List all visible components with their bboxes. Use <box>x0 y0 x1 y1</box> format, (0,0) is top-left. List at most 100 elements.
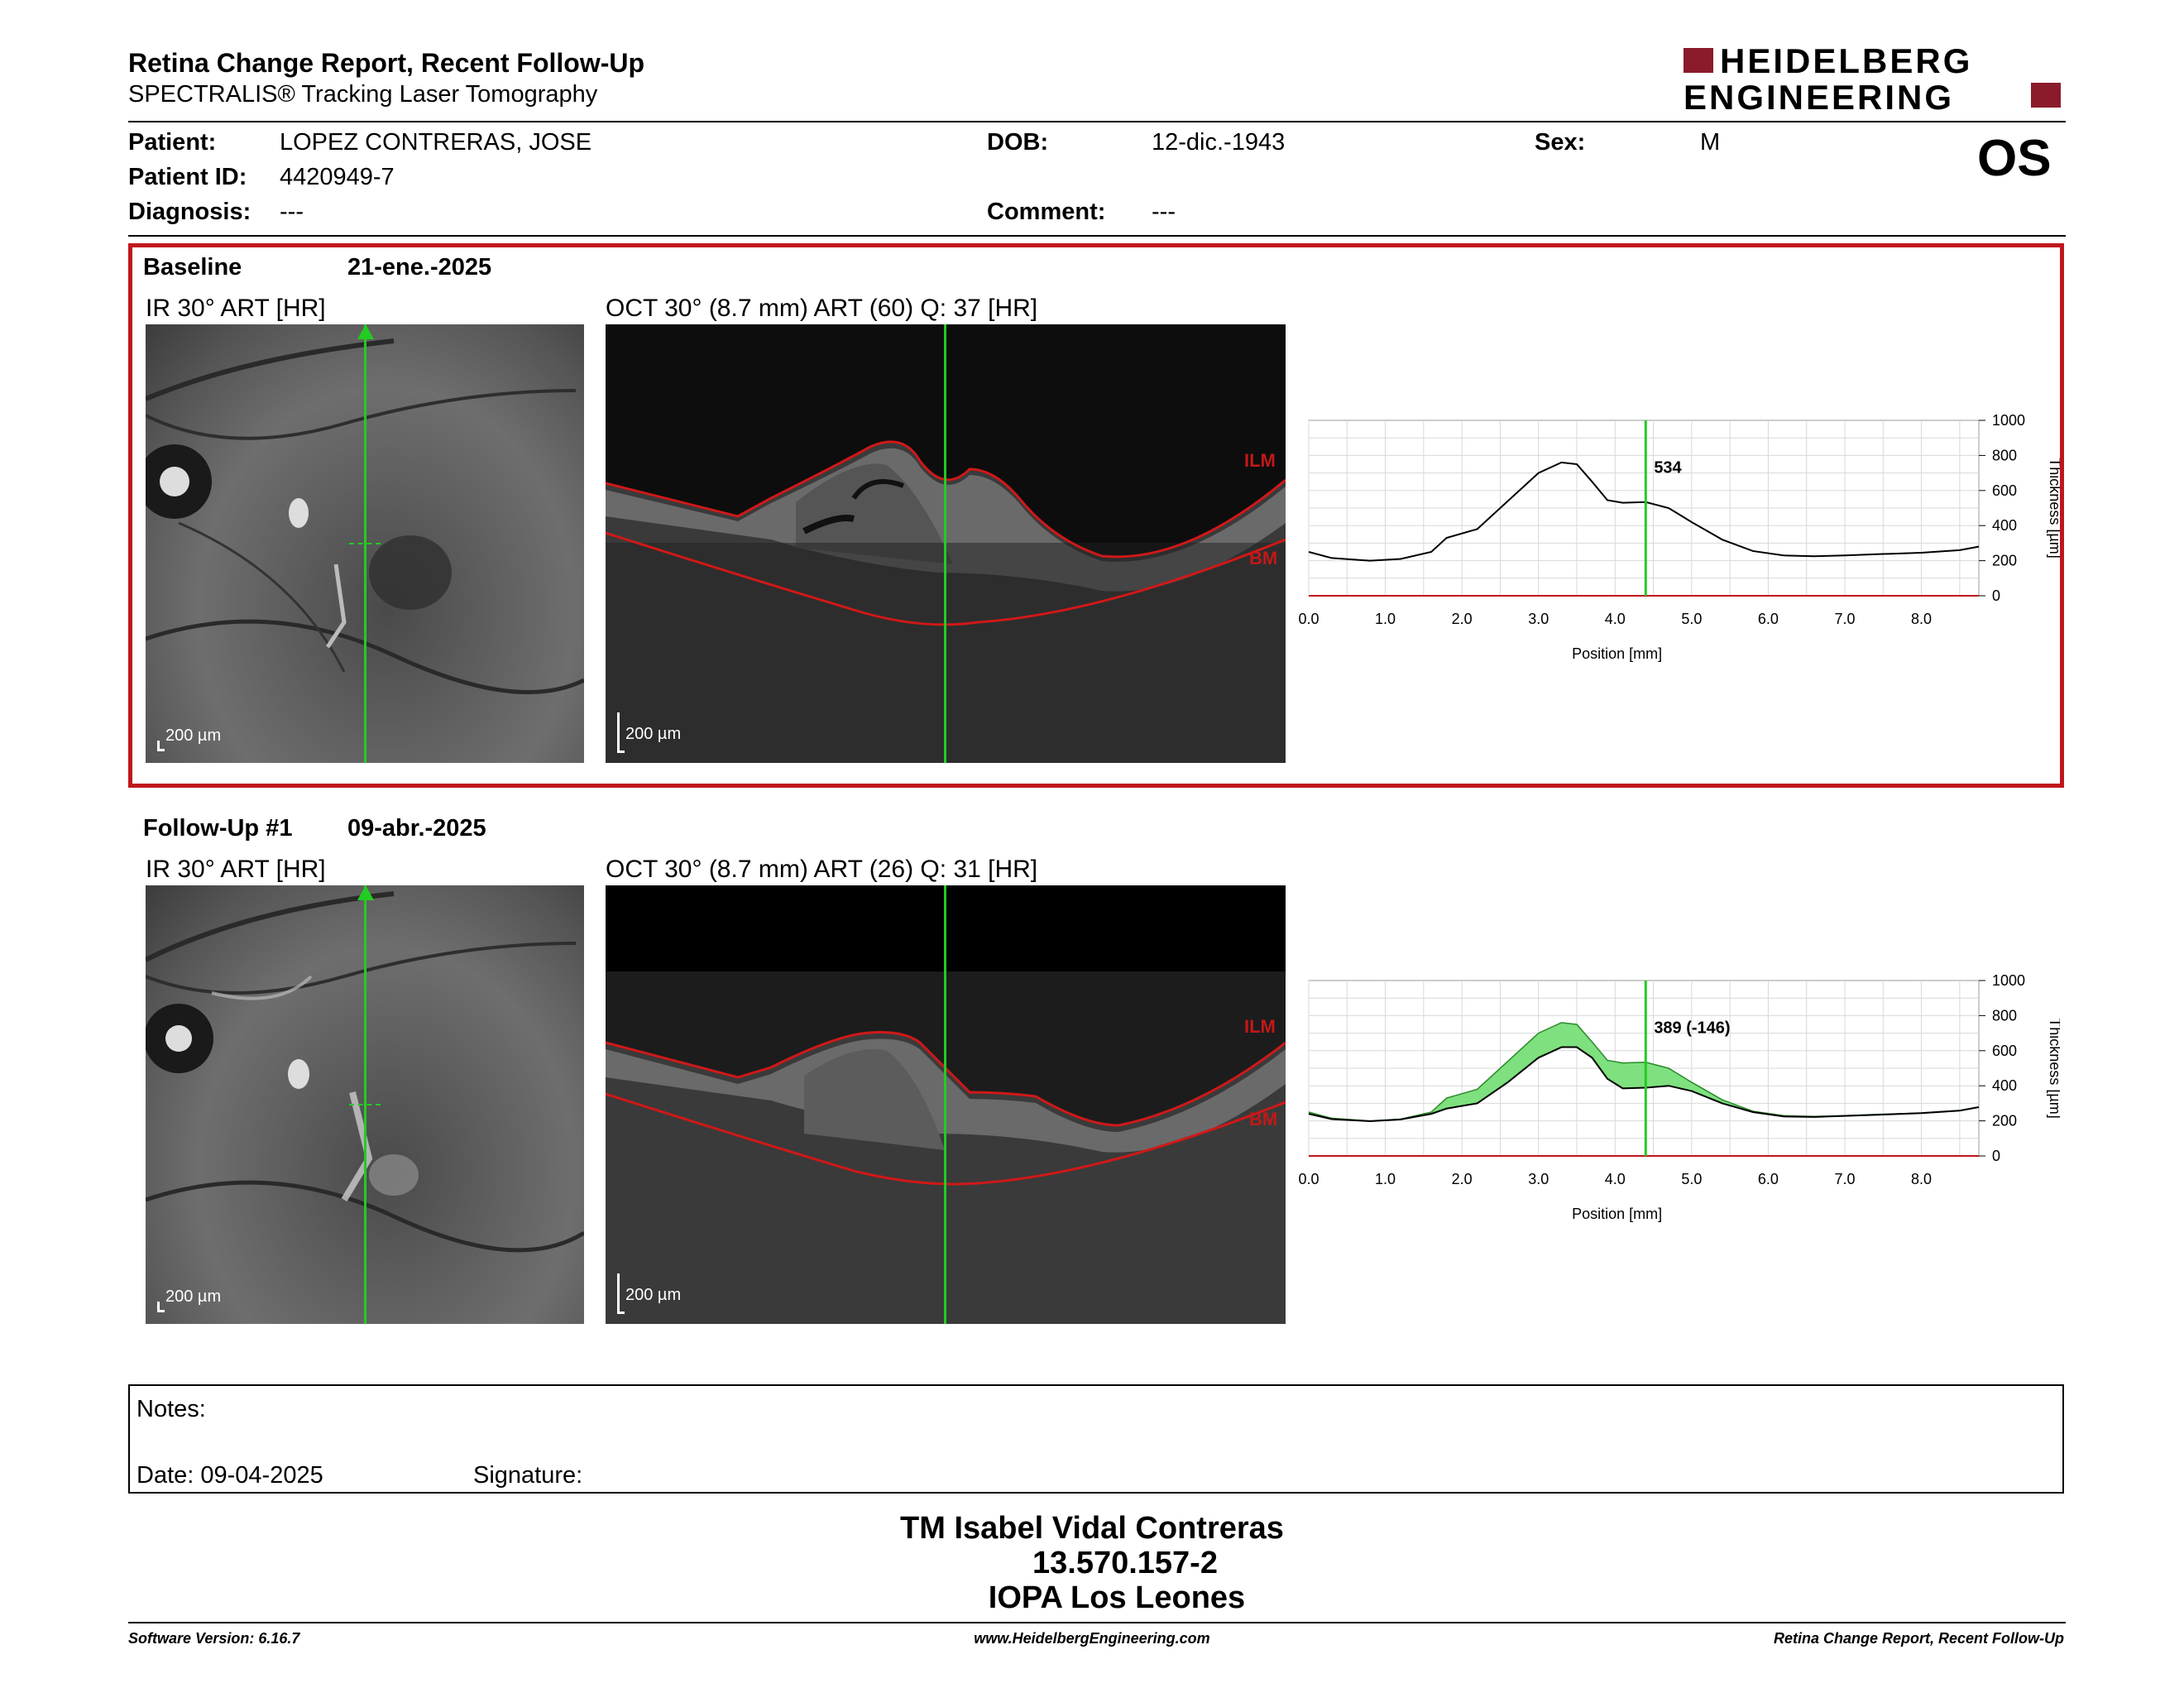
x-tick-label: 2.0 <box>1452 611 1473 627</box>
dob-label: DOB: <box>987 129 1049 156</box>
baseline-ilm-label: ILM <box>1244 450 1276 471</box>
x-tick-label: 8.0 <box>1911 1171 1932 1187</box>
y-tick-label: 600 <box>1992 1043 2017 1059</box>
x-tick-label: 3.0 <box>1528 611 1549 627</box>
baseline-ir-image: 200 µm <box>146 324 584 763</box>
x-axis-label: Position [mm] <box>1572 1206 1662 1222</box>
followup-oct-title: OCT 30° (8.7 mm) ART (26) Q: 31 [HR] <box>606 856 1038 883</box>
baseline-oct-image: ILM BM 200 µm <box>606 324 1286 763</box>
baseline-ir-arrow-icon <box>357 324 374 339</box>
followup-thickness-chart: 0 200 400 600 800 1000 0.0 1.0 2.0 3.0 4.0 5.0 6.0 7.… <box>1299 972 2060 1222</box>
signatory-institution: IOPA Los Leones <box>988 1580 1246 1615</box>
followup-ilm-label: ILM <box>1244 1016 1276 1037</box>
footer-report-name: Retina Change Report, Recent Follow-Up <box>1773 1630 2064 1647</box>
notes-date: Date: 09-04-2025 <box>136 1462 323 1489</box>
dob-value: 12-dic.-1943 <box>1152 129 1286 156</box>
baseline-label: Baseline <box>143 254 242 281</box>
y-tick-label: 0 <box>1992 587 2000 604</box>
x-tick-label: 0.0 <box>1299 1171 1320 1187</box>
x-tick-label: 5.0 <box>1681 611 1702 627</box>
series-line <box>1308 461 1980 562</box>
x-tick-label: 2.0 <box>1452 1171 1473 1187</box>
followup-ir-title: IR 30° ART [HR] <box>146 856 326 883</box>
y-tick-label: 800 <box>1992 447 2017 463</box>
baseline-thickness-chart: 0 200 400 600 800 1000 0.0 1.0 2.0 3.0 4.0 5.0 6.0 7.… <box>1299 412 2060 662</box>
x-tick-label: 7.0 <box>1834 611 1855 627</box>
x-tick-label: 4.0 <box>1605 1171 1626 1187</box>
heidelberg-logo: HEIDELBERG ENGINEERING <box>1684 41 2064 117</box>
eye-indicator: OS <box>1977 130 2052 187</box>
marker-value-label: 389 (-146) <box>1654 1019 1730 1038</box>
logo-line-1: HEIDELBERG <box>1720 41 1973 80</box>
baseline-ir-scale-label: 200 µm <box>165 727 222 745</box>
y-tick-label: 600 <box>1992 482 2017 499</box>
logo-square-top <box>1684 48 1713 73</box>
patient-id-label: Patient ID: <box>128 164 247 190</box>
comment-label: Comment: <box>987 199 1106 225</box>
baseline-oct-title: OCT 30° (8.7 mm) ART (60) Q: 37 [HR] <box>606 295 1038 322</box>
baseline-bm-label: BM <box>1249 548 1278 568</box>
y-tick-label: 400 <box>1992 1077 2017 1094</box>
y-tick-label: 200 <box>1992 553 2017 569</box>
baseline-ir-title: IR 30° ART [HR] <box>146 295 326 322</box>
baseline-oct-scan-line <box>944 324 946 763</box>
sex-label: Sex: <box>1535 129 1586 156</box>
signatory-id: 13.570.157-2 <box>1032 1546 1218 1580</box>
notes-box[interactable]: Notes: Date: 09-04-2025 Signature: <box>128 1384 2064 1494</box>
sex-value: M <box>1700 129 1721 156</box>
followup-ir-fundus <box>146 891 584 1253</box>
x-tick-label: 3.0 <box>1528 1171 1549 1187</box>
report-subtitle: SPECTRALIS® Tracking Laser Tomography <box>128 81 598 108</box>
header-divider <box>128 121 2066 122</box>
y-tick-label: 200 <box>1992 1113 2017 1129</box>
x-tick-label: 7.0 <box>1834 1171 1855 1187</box>
patient-id-value: 4420949-7 <box>280 164 395 190</box>
x-tick-label: 6.0 <box>1758 611 1779 627</box>
x-tick-label: 1.0 <box>1375 1171 1396 1187</box>
footer-divider <box>128 1622 2066 1623</box>
x-tick-label: 8.0 <box>1911 611 1932 627</box>
baseline-ir-crosshair <box>349 543 381 544</box>
difference-area <box>1309 1022 1979 1122</box>
x-tick-label: 1.0 <box>1375 611 1396 627</box>
y-axis-label: Thickness [µm] <box>2047 1018 2060 1118</box>
followup-ir-crosshair <box>349 1104 381 1105</box>
followup-label: Follow-Up #1 <box>143 815 293 842</box>
followup-date: 09-abr.-2025 <box>347 815 486 842</box>
followup-ir-scalebar: 200 µm <box>157 1288 248 1312</box>
followup-ir-image: 200 µm <box>146 885 584 1324</box>
y-axis-label: Thickness [µm] <box>2047 458 2060 558</box>
logo-line-2: ENGINEERING <box>1684 78 1955 117</box>
logo-square-bottom <box>2031 83 2061 108</box>
x-tick-label: 4.0 <box>1605 611 1626 627</box>
baseline-oct-scalebar: 200 µm <box>617 703 708 753</box>
diagnosis-value: --- <box>280 199 304 225</box>
followup-oct-scalebar: 200 µm <box>617 1264 708 1314</box>
x-tick-label: 5.0 <box>1681 1171 1702 1187</box>
followup-ir-scale-label: 200 µm <box>165 1288 222 1306</box>
series-followup-line <box>1308 1046 1980 1123</box>
comment-value: --- <box>1152 199 1176 225</box>
y-tick-label: 400 <box>1992 517 2017 534</box>
y-tick-label: 1000 <box>1992 972 2025 989</box>
footer-software-version: Software Version: 6.16.7 <box>128 1630 300 1647</box>
followup-oct-scale-label: 200 µm <box>625 1286 682 1304</box>
x-tick-label: 0.0 <box>1299 611 1320 627</box>
footer-website-link[interactable]: www.HeidelbergEngineering.com <box>974 1630 1210 1647</box>
followup-oct-image: ILM BM 200 µm <box>606 885 1286 1324</box>
y-tick-label: 1000 <box>1992 412 2025 429</box>
followup-bm-label: BM <box>1249 1109 1278 1129</box>
signatory-name: TM Isabel Vidal Contreras <box>900 1511 1284 1546</box>
baseline-ir-scalebar: 200 µm <box>157 727 248 751</box>
diagnosis-label: Diagnosis: <box>128 199 251 225</box>
y-tick-label: 0 <box>1992 1148 2000 1164</box>
baseline-oct-scale-label: 200 µm <box>625 725 682 743</box>
y-tick-label: 800 <box>1992 1007 2017 1024</box>
notes-signature: Signature: <box>473 1462 583 1489</box>
x-tick-label: 6.0 <box>1758 1171 1779 1187</box>
baseline-date: 21-ene.-2025 <box>347 254 492 281</box>
patient-label: Patient: <box>128 129 217 156</box>
followup-oct-scan-line <box>944 885 946 1324</box>
report-title: Retina Change Report, Recent Follow-Up <box>128 48 645 78</box>
patient-value: LOPEZ CONTRERAS, JOSE <box>280 129 592 156</box>
